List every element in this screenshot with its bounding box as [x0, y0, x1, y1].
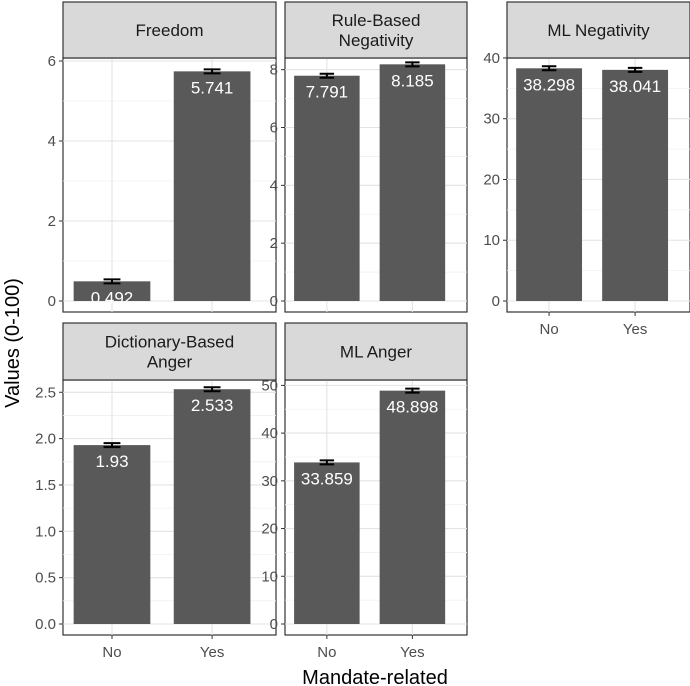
error-bar — [319, 72, 335, 79]
y-tick-label: 6 — [48, 53, 56, 70]
y-tick-label: 1.5 — [35, 477, 56, 494]
bar-value-label: 5.741 — [191, 78, 234, 97]
x-tick-label: Yes — [623, 321, 647, 338]
y-tick-label: 2.0 — [35, 431, 56, 448]
bar-value-label: 1.93 — [95, 452, 128, 471]
facet-strip — [284, 322, 468, 381]
y-tick-label: 0.5 — [35, 570, 56, 587]
facet-strip — [284, 1, 468, 59]
bar-no — [73, 445, 151, 624]
error-bar — [319, 459, 335, 466]
y-tick-label: 0 — [492, 293, 500, 310]
panel-2: 7.791 8.185 0 2 4 6 8 Rule-Based Negativity — [270, 1, 468, 313]
bar-value-label: 33.859 — [301, 469, 353, 488]
bar-value-label: 7.791 — [306, 83, 349, 102]
panel-4: 1.93 2.533 0.0 0.5 1.0 1.5 2.0 2.5 No Yes Dictiona… — [35, 322, 277, 661]
y-tick-label: 20 — [483, 171, 500, 188]
y-tick-label: 20 — [261, 521, 278, 538]
y-tick-label: 30 — [261, 473, 278, 490]
y-tick-label: 30 — [483, 111, 500, 128]
facet-title: ML Negativity — [547, 21, 650, 40]
bar-value-label: 48.898 — [386, 398, 438, 417]
panel-1: 0.492 5.741 0 2 4 6 Freedom — [48, 1, 277, 313]
bar-value-label: 8.185 — [391, 71, 434, 90]
x-tick-label: No — [317, 644, 336, 661]
bar-value-label: 0.492 — [91, 288, 134, 307]
bar-value-label: 38.041 — [609, 77, 661, 96]
bar-yes — [602, 69, 669, 301]
y-tick-label: 40 — [483, 50, 500, 67]
facet-title: Rule-Based Negativity — [332, 11, 421, 50]
y-tick-label: 8 — [270, 62, 278, 79]
bar-value-label: 38.298 — [523, 75, 575, 94]
y-tick-label: 1.0 — [35, 523, 56, 540]
error-bar — [103, 278, 121, 285]
y-tick-label: 2 — [48, 213, 56, 230]
x-tick-label: No — [539, 321, 558, 338]
y-tick-label: 0 — [48, 293, 56, 310]
error-bar — [405, 61, 420, 68]
error-bar — [203, 386, 221, 393]
facet-strip — [506, 1, 690, 59]
facet-strip — [62, 1, 277, 59]
bar-yes — [173, 71, 251, 301]
facet-title: ML Anger — [340, 343, 412, 362]
error-bar — [405, 387, 420, 394]
x-tick-label: Yes — [200, 644, 224, 661]
y-tick-label: 0 — [270, 293, 278, 310]
error-bar — [203, 68, 221, 75]
error-bar — [541, 65, 557, 72]
error-bar — [103, 442, 121, 449]
y-tick-label: 10 — [483, 232, 500, 249]
error-bar — [627, 66, 643, 73]
panel-3: 38.298 38.041 0 10 20 30 40 No Yes ML Negativity — [483, 1, 690, 338]
bar-no — [516, 68, 583, 302]
y-tick-label: 4 — [270, 177, 278, 194]
facet-title: Dictionary-Based Anger — [105, 333, 234, 372]
y-tick-label: 0.0 — [35, 616, 56, 633]
bar-no — [294, 75, 360, 301]
bar-yes — [379, 390, 446, 624]
y-axis-title: Values (0-100) — [2, 278, 24, 408]
y-tick-label: 2.5 — [35, 384, 56, 401]
x-tick-label: No — [102, 644, 121, 661]
x-tick-label: Yes — [400, 644, 424, 661]
y-tick-label: 50 — [261, 377, 278, 394]
y-tick-label: 2 — [270, 235, 278, 252]
y-tick-label: 10 — [261, 568, 278, 585]
bar-yes — [173, 389, 251, 624]
bar-yes — [379, 64, 446, 301]
panel-5: 33.859 48.898 0 10 20 30 40 50 No Yes ML Anger — [261, 322, 468, 661]
facet-strip — [62, 322, 277, 381]
bar-no — [294, 462, 360, 624]
y-tick-label: 0 — [270, 616, 278, 633]
bar-no — [73, 281, 151, 301]
x-axis-title: Mandate-related — [302, 667, 448, 686]
y-tick-label: 40 — [261, 425, 278, 442]
y-tick-label: 4 — [48, 133, 56, 150]
facet-title: Freedom — [135, 21, 203, 40]
bar-value-label: 2.533 — [191, 396, 234, 415]
y-tick-label: 6 — [270, 120, 278, 137]
panels-layer: 0.492 5.741 0 2 4 6 Freedom 7.791 8.185 0 2 4 6 8 Rule… — [35, 1, 690, 661]
